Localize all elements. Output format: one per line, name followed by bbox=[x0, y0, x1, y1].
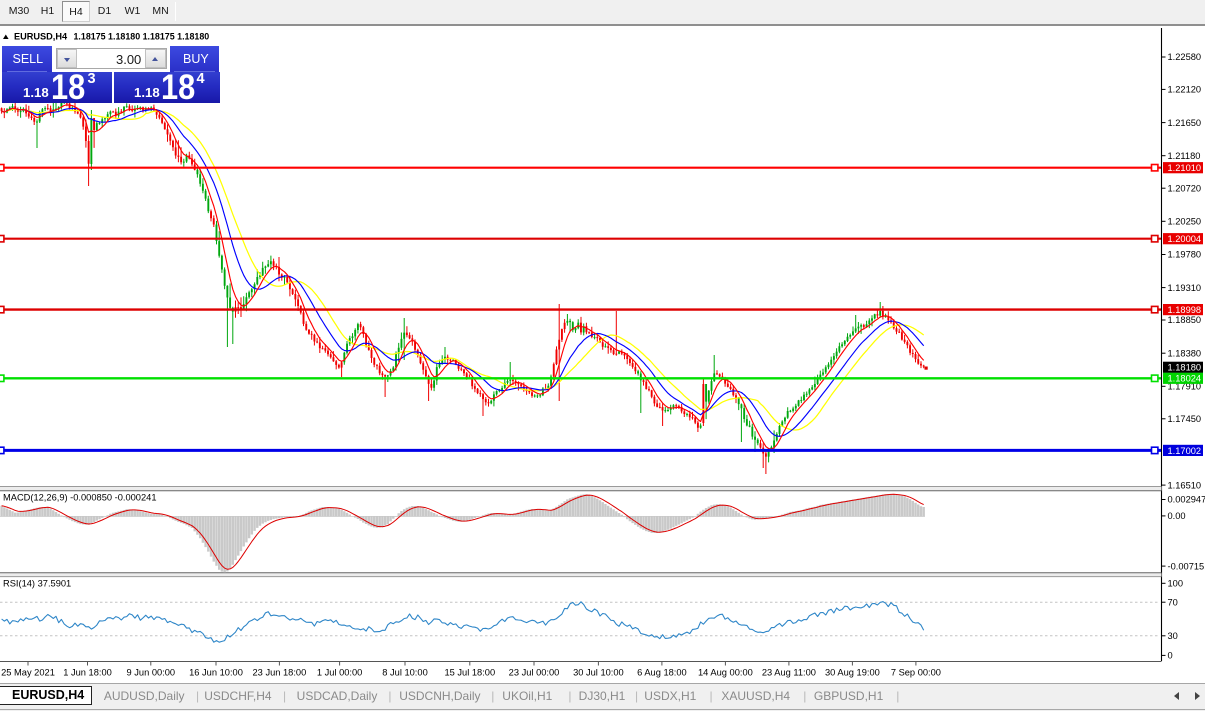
svg-text:0.002947: 0.002947 bbox=[1168, 495, 1205, 505]
svg-text:0: 0 bbox=[1168, 651, 1173, 661]
svg-text:23 Aug 11:00: 23 Aug 11:00 bbox=[762, 668, 816, 678]
svg-text:30: 30 bbox=[1168, 631, 1178, 641]
svg-text:1.19310: 1.19310 bbox=[1168, 283, 1202, 293]
svg-text:-0.007151: -0.007151 bbox=[1168, 561, 1205, 571]
svg-text:EURUSD,H4: EURUSD,H4 bbox=[14, 32, 68, 42]
svg-text:30 Aug 19:00: 30 Aug 19:00 bbox=[825, 668, 880, 678]
svg-text:15 Jul 18:00: 15 Jul 18:00 bbox=[444, 668, 495, 678]
svg-text:25 May 2021: 25 May 2021 bbox=[1, 668, 55, 678]
svg-text:70: 70 bbox=[1168, 597, 1178, 607]
svg-text:RSI(14) 37.5901: RSI(14) 37.5901 bbox=[3, 579, 71, 589]
svg-text:14 Aug 00:00: 14 Aug 00:00 bbox=[698, 668, 753, 678]
svg-text:30 Jul 10:00: 30 Jul 10:00 bbox=[573, 668, 624, 678]
svg-text:0.00: 0.00 bbox=[1168, 511, 1186, 521]
svg-text:1 Jul 00:00: 1 Jul 00:00 bbox=[317, 668, 363, 678]
svg-text:1.17450: 1.17450 bbox=[1168, 414, 1202, 424]
svg-text:1.21650: 1.21650 bbox=[1168, 118, 1202, 128]
svg-text:1.21010: 1.21010 bbox=[1168, 163, 1202, 173]
svg-text:1.17910: 1.17910 bbox=[1168, 382, 1202, 392]
svg-text:9 Jun 00:00: 9 Jun 00:00 bbox=[127, 668, 176, 678]
svg-text:1.18380: 1.18380 bbox=[1168, 348, 1202, 358]
svg-text:6 Aug 18:00: 6 Aug 18:00 bbox=[637, 668, 687, 678]
svg-text:1.18180: 1.18180 bbox=[1168, 363, 1202, 373]
svg-text:MACD(12,26,9) -0.000850 -0.000: MACD(12,26,9) -0.000850 -0.000241 bbox=[3, 493, 157, 503]
svg-text:1.18998: 1.18998 bbox=[1168, 305, 1202, 315]
svg-text:1.18024: 1.18024 bbox=[1168, 374, 1202, 384]
svg-text:23 Jun 18:00: 23 Jun 18:00 bbox=[253, 668, 307, 678]
svg-text:1.18175 1.18180 1.18175 1.1818: 1.18175 1.18180 1.18175 1.18180 bbox=[74, 32, 210, 42]
svg-text:100: 100 bbox=[1168, 579, 1184, 589]
svg-text:1.20004: 1.20004 bbox=[1168, 234, 1202, 244]
svg-text:1.19780: 1.19780 bbox=[1168, 250, 1202, 260]
svg-text:1.20720: 1.20720 bbox=[1168, 183, 1202, 193]
svg-text:1.21180: 1.21180 bbox=[1168, 151, 1201, 161]
svg-text:1.20250: 1.20250 bbox=[1168, 217, 1202, 227]
svg-text:1.22120: 1.22120 bbox=[1168, 85, 1202, 95]
svg-text:23 Jul 00:00: 23 Jul 00:00 bbox=[509, 668, 560, 678]
svg-text:1.16510: 1.16510 bbox=[1168, 480, 1202, 490]
svg-text:1.22580: 1.22580 bbox=[1168, 52, 1202, 62]
svg-text:1 Jun 18:00: 1 Jun 18:00 bbox=[63, 668, 112, 678]
svg-text:16 Jun 10:00: 16 Jun 10:00 bbox=[189, 668, 243, 678]
svg-text:1.18850: 1.18850 bbox=[1168, 315, 1202, 325]
svg-text:8 Jul 10:00: 8 Jul 10:00 bbox=[382, 668, 428, 678]
svg-text:7 Sep 00:00: 7 Sep 00:00 bbox=[891, 668, 941, 678]
svg-text:1.17002: 1.17002 bbox=[1168, 446, 1202, 456]
